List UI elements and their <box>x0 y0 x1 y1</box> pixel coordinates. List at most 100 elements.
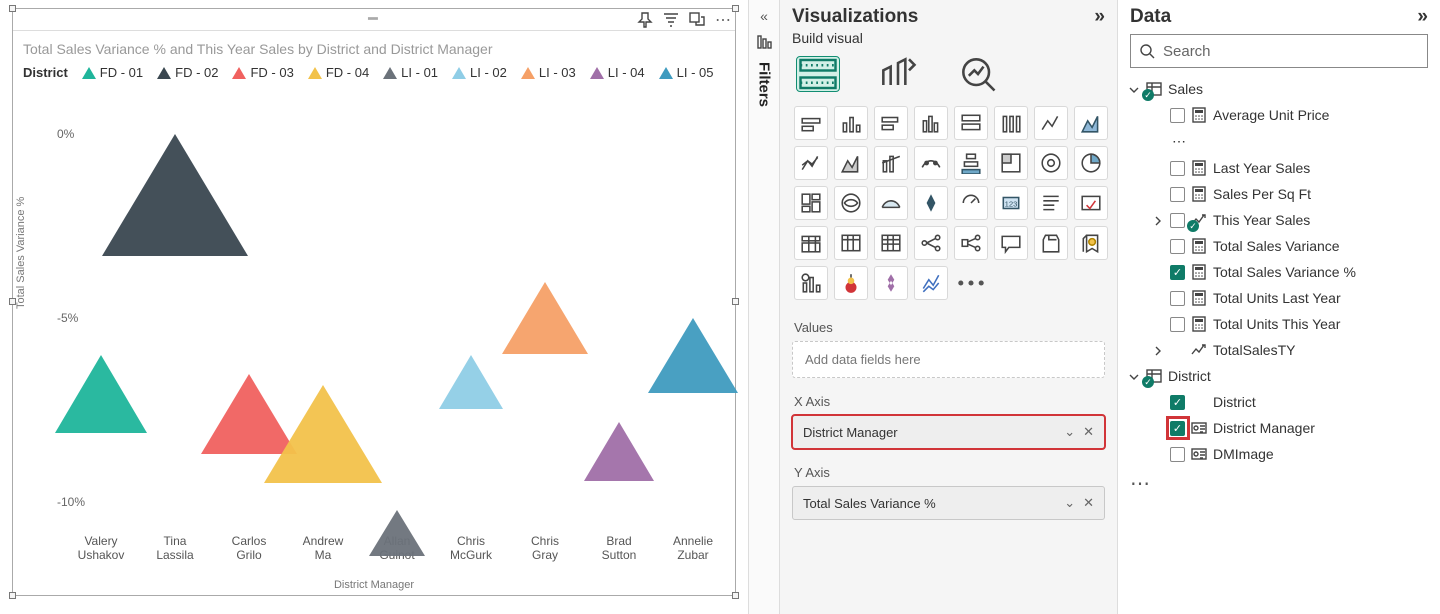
viz-type-option[interactable] <box>874 186 908 220</box>
viz-type-option[interactable] <box>914 106 948 140</box>
viz-type-option[interactable] <box>994 146 1028 180</box>
legend-item[interactable]: LI - 04 <box>590 65 645 80</box>
viz-type-option[interactable] <box>834 226 868 260</box>
field-row[interactable]: Average Unit Price <box>1126 102 1434 128</box>
chevron-down-icon[interactable]: ⌄ <box>1064 495 1075 511</box>
field-row[interactable]: Last Year Sales <box>1126 155 1434 181</box>
viz-type-option[interactable] <box>914 186 948 220</box>
filter-icon[interactable] <box>663 12 679 28</box>
viz-type-option[interactable] <box>794 186 828 220</box>
viz-type-option[interactable] <box>874 106 908 140</box>
viz-type-option[interactable] <box>834 266 868 300</box>
legend-item[interactable]: LI - 03 <box>521 65 576 80</box>
checkbox[interactable] <box>1170 161 1185 176</box>
field-row[interactable]: ✓District Manager <box>1126 415 1434 441</box>
viz-type-option[interactable] <box>794 106 828 140</box>
viz-type-option[interactable] <box>954 146 988 180</box>
viz-type-option[interactable] <box>794 226 828 260</box>
checkbox[interactable] <box>1170 213 1185 228</box>
remove-field-icon[interactable]: ✕ <box>1083 495 1094 511</box>
legend-item[interactable]: FD - 03 <box>232 65 293 80</box>
legend-item[interactable]: FD - 01 <box>82 65 143 80</box>
legend-item[interactable]: LI - 02 <box>452 65 507 80</box>
viz-type-option[interactable] <box>1034 146 1068 180</box>
search-input[interactable]: Search <box>1130 34 1428 68</box>
data-marker[interactable] <box>369 510 425 556</box>
more-options-icon[interactable]: ⋯ <box>1118 467 1440 500</box>
resize-handle[interactable] <box>732 592 739 599</box>
viz-type-option[interactable] <box>914 226 948 260</box>
pin-icon[interactable] <box>637 12 653 28</box>
data-marker[interactable] <box>102 134 248 256</box>
resize-handle[interactable] <box>732 298 739 305</box>
expand-filters-icon[interactable]: « <box>760 8 768 24</box>
field-row[interactable]: Total Sales Variance <box>1126 233 1434 259</box>
caret-icon[interactable] <box>1128 83 1140 95</box>
tab-analytics[interactable] <box>956 56 1000 92</box>
viz-type-option[interactable] <box>834 186 868 220</box>
legend-item[interactable]: LI - 01 <box>383 65 438 80</box>
field-row[interactable]: DMImage <box>1126 441 1434 467</box>
viz-type-option[interactable] <box>1034 226 1068 260</box>
collapse-data-icon[interactable]: » <box>1417 6 1428 28</box>
field-row[interactable]: ✓This Year Sales <box>1126 207 1434 233</box>
field-row[interactable]: ✓Total Sales Variance % <box>1126 259 1434 285</box>
viz-type-option[interactable] <box>1074 226 1108 260</box>
checkbox[interactable]: ✓ <box>1170 265 1185 280</box>
field-row[interactable]: Total Units Last Year <box>1126 285 1434 311</box>
field-row[interactable]: ✓District <box>1126 389 1434 415</box>
viz-type-option[interactable] <box>794 146 828 180</box>
caret-icon[interactable] <box>1152 214 1164 226</box>
data-marker[interactable] <box>55 355 147 433</box>
field-row[interactable]: Total Units This Year <box>1126 311 1434 337</box>
viz-type-option[interactable] <box>874 226 908 260</box>
checkbox[interactable] <box>1170 317 1185 332</box>
filters-pane-collapsed[interactable]: « Filters <box>748 0 780 614</box>
data-marker[interactable] <box>648 318 738 393</box>
viz-type-option[interactable] <box>1074 146 1108 180</box>
resize-handle[interactable] <box>9 592 16 599</box>
viz-type-option[interactable] <box>834 106 868 140</box>
viz-type-option[interactable]: 123 <box>994 186 1028 220</box>
legend-item[interactable]: FD - 02 <box>157 65 218 80</box>
field-row[interactable]: TotalSalesTY <box>1126 337 1434 363</box>
viz-type-option[interactable] <box>1034 186 1068 220</box>
tab-format[interactable] <box>876 56 920 92</box>
focus-mode-icon[interactable] <box>689 12 705 28</box>
table-row[interactable]: ✓ District <box>1126 363 1434 389</box>
tab-fields[interactable] <box>796 56 840 92</box>
remove-field-icon[interactable]: ✕ <box>1083 424 1094 440</box>
field-row[interactable]: Sales Per Sq Ft <box>1126 181 1434 207</box>
checkbox[interactable] <box>1170 291 1185 306</box>
viz-type-option[interactable] <box>834 146 868 180</box>
viz-type-option[interactable] <box>994 226 1028 260</box>
data-marker[interactable] <box>584 422 654 481</box>
chevron-down-icon[interactable]: ⌄ <box>1064 424 1075 440</box>
viz-type-option[interactable] <box>994 106 1028 140</box>
legend-item[interactable]: LI - 05 <box>659 65 714 80</box>
viz-type-option[interactable] <box>1074 106 1108 140</box>
xaxis-pill[interactable]: District Manager ⌄✕ <box>792 415 1105 449</box>
values-well[interactable]: Add data fields here <box>792 341 1105 378</box>
viz-type-option[interactable] <box>1074 186 1108 220</box>
viz-type-option[interactable] <box>954 266 988 300</box>
checkbox[interactable] <box>1170 108 1185 123</box>
checkbox[interactable]: ✓ <box>1170 395 1185 410</box>
viz-type-option[interactable] <box>954 106 988 140</box>
viz-type-option[interactable] <box>794 266 828 300</box>
data-marker[interactable] <box>439 355 503 409</box>
data-marker[interactable] <box>264 385 382 483</box>
viz-type-option[interactable] <box>874 146 908 180</box>
table-row[interactable]: ✓ Sales <box>1126 76 1434 102</box>
data-marker[interactable] <box>502 282 588 354</box>
checkbox[interactable] <box>1170 239 1185 254</box>
drag-grip-icon[interactable]: ━ <box>368 14 380 26</box>
visual-container[interactable]: ━ ⋯ Total Sales Variance % and This Year… <box>12 8 736 596</box>
report-canvas[interactable]: ━ ⋯ Total Sales Variance % and This Year… <box>0 0 748 614</box>
viz-type-option[interactable] <box>914 266 948 300</box>
viz-type-option[interactable] <box>954 186 988 220</box>
viz-type-option[interactable] <box>874 266 908 300</box>
checkbox[interactable] <box>1170 447 1185 462</box>
caret-icon[interactable] <box>1128 370 1140 382</box>
viz-type-option[interactable] <box>914 146 948 180</box>
